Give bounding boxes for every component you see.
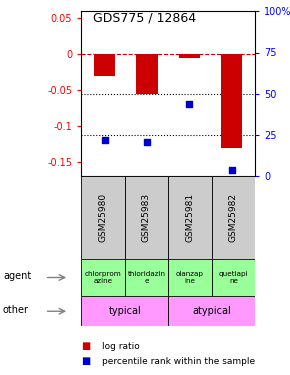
Bar: [212, 259, 255, 296]
Bar: [94, 54, 115, 76]
Point: [230, 166, 234, 172]
Text: GDS775 / 12864: GDS775 / 12864: [93, 11, 197, 24]
Bar: [136, 54, 157, 94]
Bar: [221, 54, 242, 147]
Bar: [81, 259, 125, 296]
Bar: [212, 176, 255, 259]
Text: log ratio: log ratio: [102, 342, 139, 351]
Text: chlorprom
azine: chlorprom azine: [85, 271, 121, 284]
Text: percentile rank within the sample: percentile rank within the sample: [102, 357, 255, 366]
Text: GSM25980: GSM25980: [98, 193, 108, 242]
Point: [102, 137, 107, 143]
Bar: [81, 296, 168, 326]
Bar: [125, 176, 168, 259]
Text: ■: ■: [81, 340, 90, 351]
Bar: [125, 259, 168, 296]
Bar: [168, 176, 212, 259]
Text: other: other: [3, 305, 29, 315]
Bar: [168, 296, 255, 326]
Point: [187, 100, 192, 106]
Text: GSM25983: GSM25983: [142, 193, 151, 242]
Text: GSM25982: GSM25982: [229, 193, 238, 242]
Text: atypical: atypical: [192, 306, 231, 316]
Bar: [81, 176, 125, 259]
Text: GSM25981: GSM25981: [185, 193, 195, 242]
Point: [145, 139, 149, 145]
Text: olanzap
ine: olanzap ine: [176, 271, 204, 284]
Text: quetiapi
ne: quetiapi ne: [219, 271, 248, 284]
Text: typical: typical: [108, 306, 141, 316]
Bar: [168, 259, 212, 296]
Text: agent: agent: [3, 271, 31, 280]
Text: thioridazin
e: thioridazin e: [127, 271, 166, 284]
Bar: [179, 54, 200, 58]
Text: ■: ■: [81, 356, 90, 366]
